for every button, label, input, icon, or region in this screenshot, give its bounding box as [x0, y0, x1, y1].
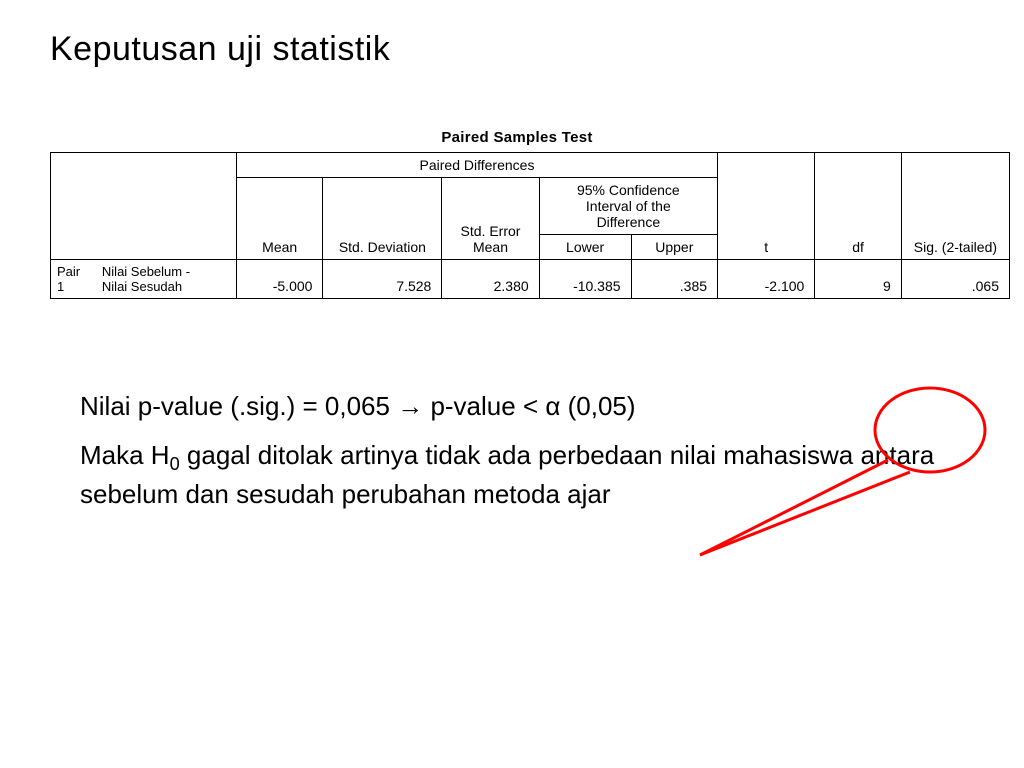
col-ci-group: 95% Confidence Interval of the Differenc…	[539, 178, 717, 235]
pvalue-line: Nilai p-value (.sig.) = 0,065 → p-value …	[80, 389, 944, 424]
col-lower: Lower	[539, 235, 631, 260]
cell-t: -2.100	[718, 260, 815, 299]
cell-mean: -5.000	[236, 260, 322, 299]
cell-lower: -10.385	[539, 260, 631, 299]
cell-stderr: 2.380	[442, 260, 539, 299]
cell-stddev: 7.528	[323, 260, 442, 299]
conclusion-text: Nilai p-value (.sig.) = 0,065 → p-value …	[80, 389, 944, 512]
decision-line: Maka H0 gagal ditolak artinya tidak ada …	[80, 438, 944, 512]
col-stddev: Std. Deviation	[323, 178, 442, 260]
cell-upper: .385	[631, 260, 717, 299]
col-df: df	[815, 153, 901, 260]
table-caption: Paired Samples Test	[50, 129, 984, 146]
slide-title: Keputusan uji statistik	[50, 30, 984, 69]
paired-samples-table: Paired Differences t df Sig. (2-tailed) …	[50, 152, 1010, 299]
col-group-paired-diff: Paired Differences	[236, 153, 717, 178]
col-mean: Mean	[236, 178, 322, 260]
cell-sig: .065	[901, 260, 1009, 299]
col-t: t	[718, 153, 815, 260]
table-row: Pair 1 Nilai Sebelum - Nilai Sesudah -5.…	[51, 260, 1010, 299]
col-stderr: Std. Error Mean	[442, 178, 539, 260]
cell-pair-desc: Nilai Sebelum - Nilai Sesudah	[96, 260, 237, 299]
col-sig: Sig. (2-tailed)	[901, 153, 1009, 260]
cell-pair-label: Pair 1	[51, 260, 96, 299]
col-upper: Upper	[631, 235, 717, 260]
cell-df: 9	[815, 260, 901, 299]
